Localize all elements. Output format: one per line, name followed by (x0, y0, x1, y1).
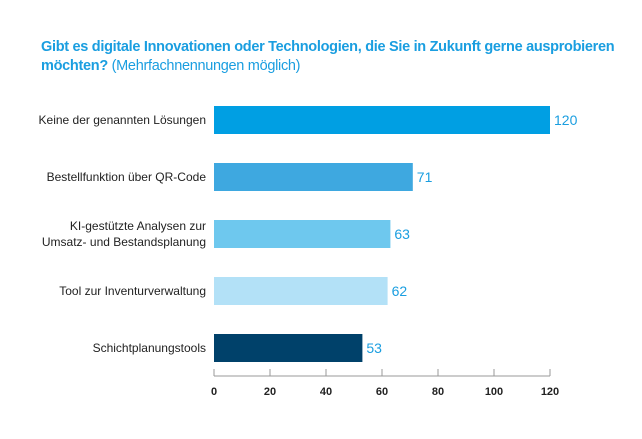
x-tick-label: 40 (320, 386, 332, 398)
value-label: 53 (366, 340, 382, 356)
x-tick-label: 120 (541, 386, 559, 398)
x-tick-label: 80 (432, 386, 444, 398)
category-label: Bestellfunktion über QR-Code (47, 170, 207, 184)
chart-title-main: Gibt es digitale Innovationen oder Techn… (41, 39, 615, 74)
bar (214, 163, 413, 191)
bar (214, 277, 388, 305)
value-label: 62 (392, 283, 408, 299)
x-tick-label: 20 (264, 386, 276, 398)
bar (214, 220, 391, 248)
value-label: 71 (417, 169, 433, 185)
category-label: Tool zur Inventurverwaltung (59, 284, 206, 298)
x-tick-label: 60 (376, 386, 388, 398)
value-label: 63 (394, 226, 410, 242)
chart-title: Gibt es digitale Innovationen oder Techn… (41, 38, 621, 76)
bar (214, 334, 363, 362)
value-label: 120 (554, 112, 578, 128)
category-label: Schichtplanungstools (93, 341, 206, 355)
category-label: Keine der genannten Lösungen (39, 113, 206, 127)
bar (214, 106, 550, 134)
category-label: Umsatz- und Bestandsplanung (42, 235, 206, 249)
x-tick-label: 100 (485, 386, 503, 398)
x-tick-label: 0 (211, 386, 217, 398)
category-label: KI-gestützte Analysen zur (70, 219, 206, 233)
chart-subtitle: (Mehrfachnennungen möglich) (111, 58, 301, 74)
